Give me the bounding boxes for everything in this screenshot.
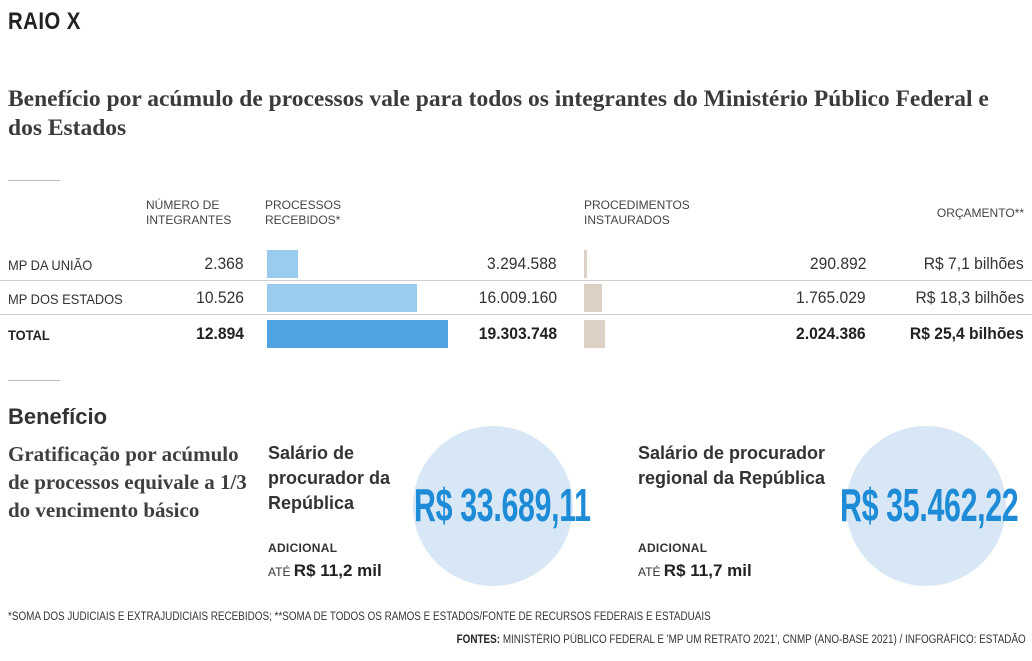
procedimentos-bar: [584, 284, 602, 312]
col-header-orcamento: ORÇAMENTO**: [936, 206, 1024, 220]
adicional-label: ADICIONAL: [268, 541, 338, 555]
footnote: *SOMA DOS JUDICIAIS E EXTRAJUDICIAIS REC…: [8, 611, 711, 623]
processos-value: 19.303.748: [478, 324, 557, 343]
procedimentos-value: 2.024.386: [796, 324, 866, 343]
salary-label: Salário de procurador da República: [268, 443, 391, 513]
processos-bar: [267, 320, 448, 348]
row-label: TOTAL: [8, 327, 50, 343]
beneficio-description: Gratificação por acúmulo de processos eq…: [8, 442, 247, 522]
kicker: RAIO X: [8, 8, 81, 35]
integrantes-value: 12.894: [196, 324, 244, 343]
salary-value: R$ 35.462,22: [840, 479, 1019, 531]
processos-bar: [267, 284, 417, 312]
col-header-processos: PROCESSOS RECEBIDOS*: [265, 198, 342, 227]
procedimentos-value: 1.765.029: [796, 288, 866, 307]
integrantes-value: 10.526: [196, 288, 244, 307]
row-divider: [0, 314, 1032, 315]
col-header-procedimentos: PROCEDIMENTOS INSTAURADOS: [584, 198, 690, 227]
procedimentos-bar: [584, 320, 605, 348]
procedimentos-value: 290.892: [809, 254, 866, 273]
adicional-ate: ATÉ: [638, 565, 661, 579]
orcamento-value: R$ 25,4 bilhões: [910, 324, 1024, 343]
adicional: ATÉ R$ 11,7 mil: [638, 561, 752, 581]
adicional-label: ADICIONAL: [638, 541, 708, 555]
divider: [8, 180, 60, 181]
salary-circle: [846, 426, 1006, 586]
sources-text: MINISTÉRIO PÚBLICO FEDERAL E 'MP UM RETR…: [503, 634, 1026, 646]
row-label: MP DA UNIÃO: [8, 257, 93, 273]
salary-circle: [413, 426, 573, 586]
adicional-value: R$ 11,7 mil: [663, 561, 752, 580]
row-divider: [0, 280, 1032, 281]
processos-value: 3.294.588: [487, 254, 557, 273]
sources-label: FONTES:: [456, 634, 501, 646]
orcamento-value: R$ 18,3 bilhões: [915, 288, 1024, 307]
beneficio-title: Benefício: [8, 404, 108, 429]
sources: FONTES: MINISTÉRIO PÚBLICO FEDERAL E 'MP…: [457, 634, 1026, 646]
integrantes-value: 2.368: [204, 254, 244, 273]
row-label: MP DOS ESTADOS: [8, 291, 123, 307]
adicional-ate: ATÉ: [268, 565, 291, 579]
procedimentos-bar: [584, 250, 587, 278]
adicional: ATÉ R$ 11,2 mil: [268, 561, 382, 581]
salary-label: Salário de procurador regional da Repúbl…: [638, 443, 826, 488]
divider: [8, 380, 60, 381]
adicional-value: R$ 11,2 mil: [293, 561, 382, 580]
headline: Benefício por acúmulo de processos vale …: [8, 86, 989, 141]
salary-value: R$ 33.689,11: [414, 479, 591, 531]
col-header-integrantes: NÚMERO DE INTEGRANTES: [146, 198, 232, 227]
processos-bar: [267, 250, 298, 278]
processos-value: 16.009.160: [478, 288, 557, 307]
orcamento-value: R$ 7,1 bilhões: [924, 254, 1024, 273]
